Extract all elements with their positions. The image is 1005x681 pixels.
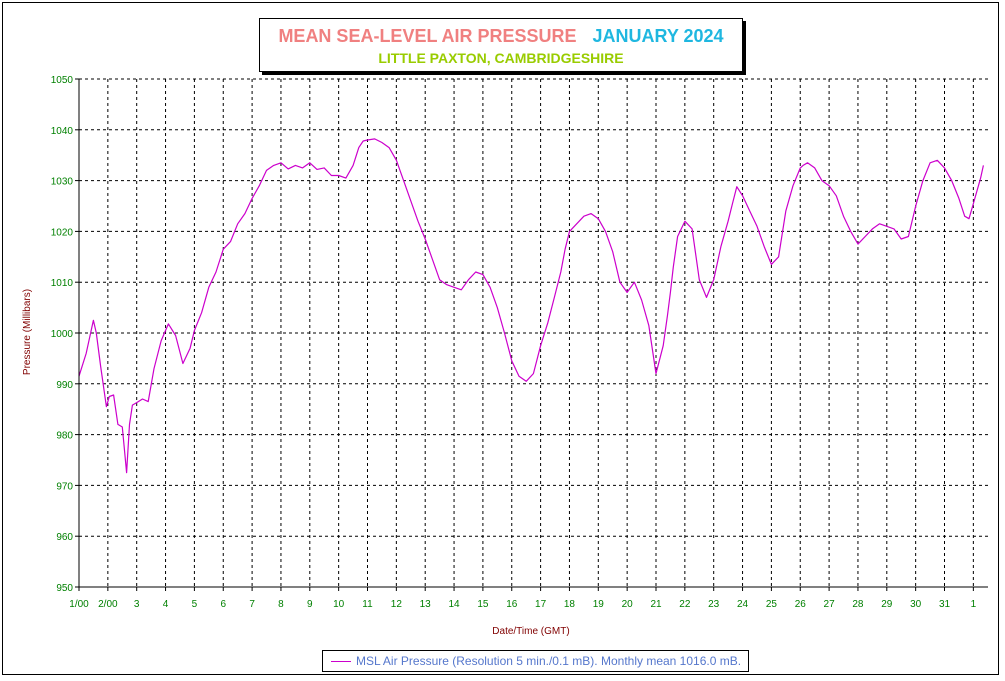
x-tick-label: 30 — [910, 599, 922, 610]
x-tick-label: 24 — [737, 599, 749, 610]
grid — [79, 78, 988, 587]
y-tick-label: 950 — [56, 583, 73, 594]
title-line: MEAN SEA-LEVEL AIR PRESSURE JANUARY 2024 — [260, 26, 742, 47]
x-tick-labels: 1/00 2/00 3 4 5 6 7 8 9 10 11 12 13 14 15 16 17 18 19 20 21 2… — [69, 599, 976, 610]
x-tick-label: 23 — [708, 599, 720, 610]
x-tick-label: 9 — [307, 599, 313, 610]
y-tick-label: 1000 — [51, 329, 74, 340]
y-axis-label: Pressure (Millibars) — [22, 289, 33, 375]
y-tick-label: 1040 — [51, 126, 74, 137]
legend-label: MSL Air Pressure (Resolution 5 min./0.1 … — [356, 654, 742, 668]
y-tick-labels: 950 960 970 980 990 1000 1010 1020 1030 1040 1050 — [51, 75, 74, 594]
x-tick-label: 18 — [564, 599, 576, 610]
x-tick-label: 12 — [391, 599, 403, 610]
chart-period: JANUARY 2024 — [592, 26, 724, 46]
series-line-msl-pressure — [78, 138, 984, 474]
x-tick-label: 3 — [134, 599, 140, 610]
x-tick-label: 29 — [881, 599, 893, 610]
x-tick-label: 6 — [220, 599, 226, 610]
x-tick-label: 11 — [362, 599, 373, 610]
y-tick-label: 960 — [56, 532, 73, 543]
axes — [75, 78, 988, 591]
title-box: MEAN SEA-LEVEL AIR PRESSURE JANUARY 2024 … — [259, 18, 743, 72]
x-tick-label: 22 — [679, 599, 691, 610]
x-tick-label: 4 — [163, 599, 169, 610]
x-tick-label: 10 — [333, 599, 345, 610]
x-tick-label: 7 — [249, 599, 255, 610]
y-tick-label: 990 — [56, 380, 73, 391]
x-tick-label: 25 — [766, 599, 778, 610]
legend: MSL Air Pressure (Resolution 5 min./0.1 … — [322, 650, 749, 672]
x-tick-label: 16 — [506, 599, 518, 610]
chart-subtitle: LITTLE PAXTON, CAMBRIDGESHIRE — [378, 50, 624, 66]
x-tick-label: 19 — [593, 599, 605, 610]
series-layer — [78, 138, 984, 474]
y-tick-label: 1010 — [51, 278, 74, 289]
x-tick-label: 15 — [477, 599, 489, 610]
y-tick-label: 1020 — [51, 227, 74, 238]
x-tick-label: 13 — [420, 599, 432, 610]
x-tick-label: 27 — [824, 599, 836, 610]
x-tick-label: 26 — [795, 599, 807, 610]
x-tick-label: 8 — [278, 599, 284, 610]
x-axis-label: Date/Time (GMT) — [492, 626, 569, 637]
x-tick-label: 28 — [852, 599, 864, 610]
x-tick-label: 2/00 — [98, 599, 118, 610]
x-tick-label: 5 — [192, 599, 198, 610]
chart-title: MEAN SEA-LEVEL AIR PRESSURE — [278, 26, 577, 46]
y-tick-label: 970 — [56, 481, 73, 492]
y-tick-label: 980 — [56, 431, 73, 442]
x-tick-label: 1/00 — [69, 599, 89, 610]
x-tick-label: 14 — [448, 599, 460, 610]
x-tick-label: 20 — [622, 599, 634, 610]
x-tick-label: 21 — [650, 599, 662, 610]
x-tick-label: 1 — [971, 599, 977, 610]
x-tick-label: 31 — [939, 599, 951, 610]
legend-swatch — [331, 661, 351, 662]
x-tick-label: 17 — [535, 599, 547, 610]
y-tick-label: 1030 — [51, 177, 74, 188]
y-tick-label: 1050 — [51, 75, 74, 86]
